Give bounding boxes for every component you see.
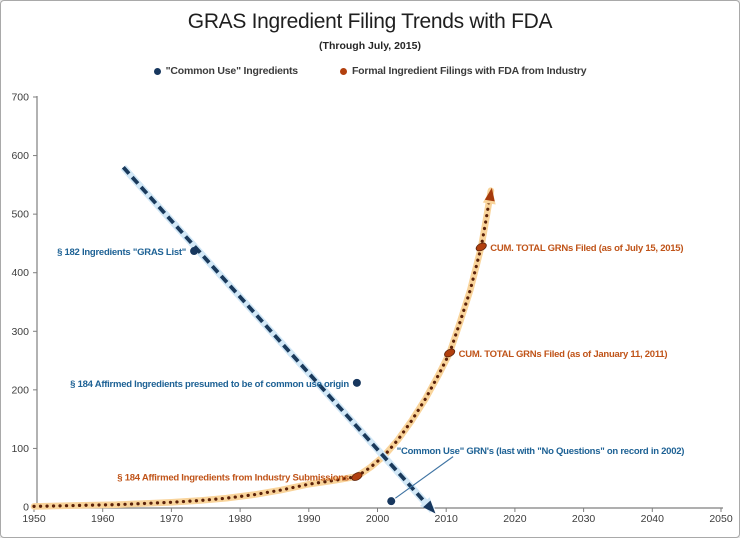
y-tick-label: 700 xyxy=(11,92,29,104)
chart-title: GRAS Ingredient Filing Trends with FDA xyxy=(187,10,553,33)
formal-filings-curve-halo xyxy=(30,187,495,510)
y-tick-label: 100 xyxy=(11,443,29,455)
formal-filings-curve xyxy=(32,189,493,508)
annotation-leader-line xyxy=(395,456,454,499)
formal-filings-data-point xyxy=(475,242,487,252)
common-use-data-point xyxy=(387,497,396,506)
x-tick-label: 2030 xyxy=(572,513,596,525)
common-use-data-point xyxy=(190,247,199,256)
x-tick-label: 2040 xyxy=(641,513,665,525)
legend-marker-common-use-icon xyxy=(153,67,161,75)
annotation-grn-total-2015: CUM. TOTAL GRNs Filed (as of July 15, 20… xyxy=(490,243,683,254)
y-tick-label: 200 xyxy=(11,384,29,396)
chart-subtitle: (Through July, 2015) xyxy=(319,40,421,52)
annotation-gras-list: § 182 Ingredients "GRAS List" xyxy=(57,247,186,258)
common-use-trend-line xyxy=(121,166,434,512)
legend-item-common-use: "Common Use" Ingredients xyxy=(153,65,299,77)
x-tick-label: 1970 xyxy=(160,513,184,525)
formal-filings-arrowhead-icon xyxy=(484,187,495,202)
x-tick-label: 2010 xyxy=(435,513,459,525)
x-tick-label: 1990 xyxy=(297,513,321,525)
y-tick-label: 600 xyxy=(11,150,29,162)
legend-marker-formal-filings-icon xyxy=(339,67,347,75)
common-use-arrowhead-icon xyxy=(423,500,436,514)
x-tick-label: 2020 xyxy=(503,513,527,525)
x-tick-label: 1960 xyxy=(91,513,115,525)
formal-filings-data-point xyxy=(351,472,363,481)
y-tick-label: 0 xyxy=(23,502,29,514)
y-tick-label: 500 xyxy=(11,209,29,221)
legend-label-formal-filings: Formal Ingredient Filings with FDA from … xyxy=(351,65,587,77)
annotation-common-use-grn: "Common Use" GRN's (last with "No Questi… xyxy=(397,446,685,457)
y-tick-label: 400 xyxy=(11,267,29,279)
legend: "Common Use" Ingredients Formal Ingredie… xyxy=(1,65,739,77)
formal-filings-data-point xyxy=(444,348,456,358)
x-tick-label: 2000 xyxy=(366,513,390,525)
x-tick-label: 1950 xyxy=(22,513,46,525)
annotation-affirmed-common-use: § 184 Affirmed Ingredients presumed to b… xyxy=(70,379,349,390)
y-tick-label: 300 xyxy=(11,326,29,338)
x-tick-label: 1980 xyxy=(228,513,252,525)
legend-label-common-use: "Common Use" Ingredients xyxy=(165,65,299,77)
common-use-data-point xyxy=(352,378,361,387)
legend-item-formal-filings: Formal Ingredient Filings with FDA from … xyxy=(339,65,587,77)
annotation-affirmed-industry: § 184 Affirmed Ingredients from Industry… xyxy=(117,473,349,484)
annotation-grn-total-2011: CUM. TOTAL GRNs Filed (as of January 11,… xyxy=(459,349,668,360)
x-tick-label: 2050 xyxy=(709,513,733,525)
